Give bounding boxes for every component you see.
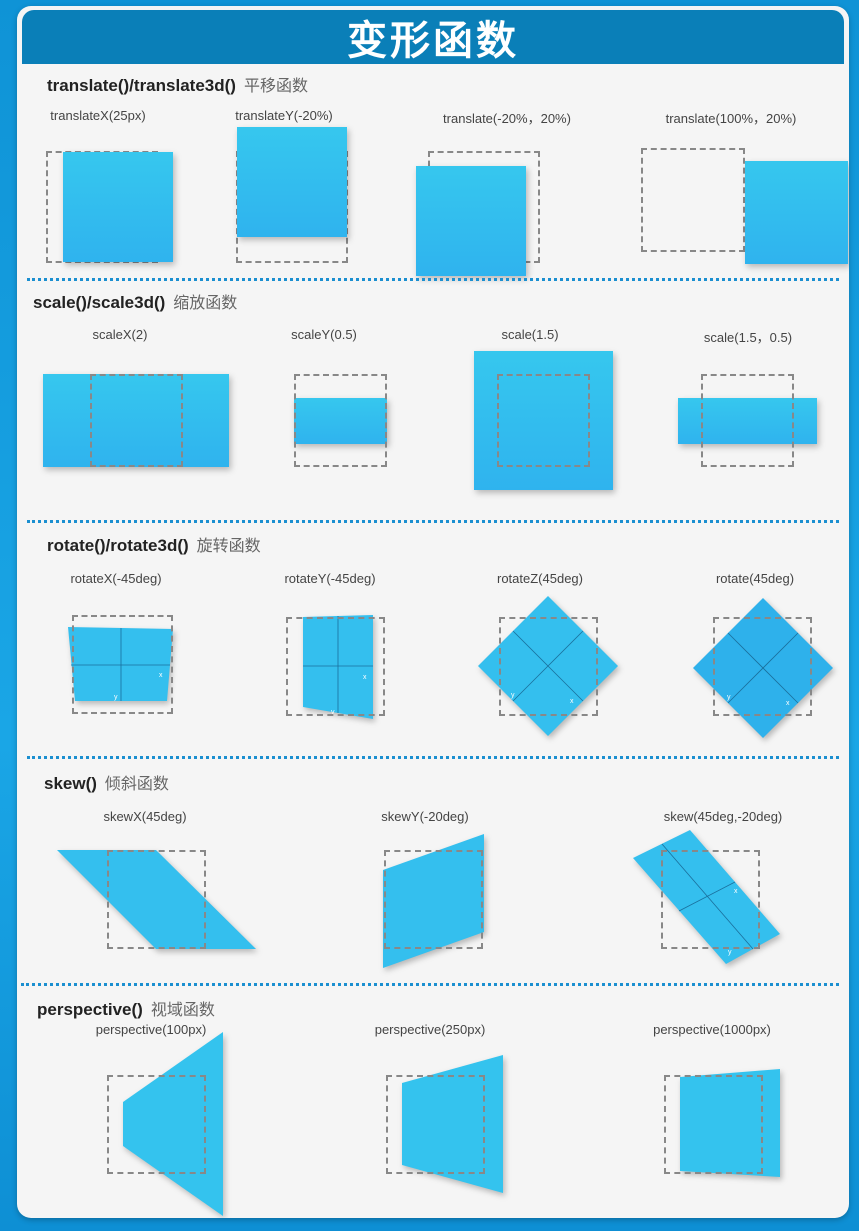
axis-label: y	[331, 709, 335, 716]
transformed-box	[745, 161, 848, 264]
example-label: scaleX(2)	[92, 327, 148, 342]
section-divider	[27, 520, 839, 523]
axis-label: x	[363, 674, 367, 681]
example-label: rotateY(-45deg)	[284, 571, 376, 586]
original-box-outline	[384, 850, 483, 949]
perspective-250-shape	[402, 1055, 503, 1193]
section-cn: 旋转函数	[196, 536, 261, 555]
axis-label: x	[734, 888, 738, 895]
transformed-shape	[383, 834, 484, 968]
example-label: perspective(250px)	[374, 1022, 486, 1037]
transformed-box	[416, 166, 526, 276]
axis-line	[512, 630, 584, 702]
section-cn: 视域函数	[150, 1000, 215, 1019]
original-box-outline	[294, 374, 387, 467]
axis-line	[727, 632, 799, 704]
transformed-shape	[68, 627, 173, 701]
original-box-outline	[661, 850, 760, 949]
section-fn: scale()/scale3d()	[33, 293, 166, 312]
example-label: perspective(1000px)	[653, 1022, 771, 1037]
axis-line	[678, 881, 736, 912]
original-box-outline	[286, 617, 385, 716]
transformed-shape	[57, 850, 256, 949]
transformed-shape	[680, 1069, 780, 1177]
example-label: skewX(45deg)	[103, 809, 187, 824]
example-label: translate(-20%，20%)	[443, 111, 571, 126]
perspective-1000-shape	[680, 1069, 780, 1177]
original-box-outline	[713, 617, 812, 716]
axis-label: y	[728, 949, 732, 956]
original-box-outline	[497, 374, 590, 467]
transformed-box	[43, 374, 229, 467]
axis-label: y	[114, 694, 118, 701]
section-cn: 平移函数	[243, 76, 308, 95]
rotatey-shape: x y	[303, 615, 373, 719]
page-title: 变形函数	[347, 18, 519, 64]
original-box-outline	[499, 617, 598, 716]
section-cn: 倾斜函数	[104, 774, 169, 793]
transformed-shape	[123, 1032, 223, 1216]
original-box-outline	[90, 374, 183, 467]
section-divider	[21, 983, 839, 986]
section-title-perspective: perspective() 视域函数	[37, 996, 215, 1020]
skewy-shape	[383, 834, 484, 968]
section-cn: 缩放函数	[173, 293, 238, 312]
original-box-outline	[107, 850, 206, 949]
section-title-rotate: rotate()/rotate3d() 旋转函数	[47, 532, 261, 556]
original-box-outline	[386, 1075, 485, 1174]
perspective-100-shape	[123, 1032, 223, 1216]
example-label: skew(45deg,-20deg)	[663, 809, 783, 824]
example-label: translateX(25px)	[50, 108, 146, 123]
section-title-translate: translate()/translate3d() 平移函数	[47, 72, 308, 96]
example-label: perspective(100px)	[95, 1022, 207, 1037]
rotatez-shape: y x	[478, 596, 618, 736]
original-box-outline	[641, 148, 745, 252]
section-fn: rotate()/rotate3d()	[47, 536, 189, 555]
section-fn: perspective()	[37, 1000, 143, 1019]
transformed-shape	[402, 1055, 503, 1193]
skewx-shape	[57, 850, 256, 949]
axis-label: y	[511, 692, 515, 699]
example-label: translateY(-20%)	[235, 108, 333, 123]
section-title-scale: scale()/scale3d() 缩放函数	[33, 289, 237, 313]
section-title-skew: skew() 倾斜函数	[44, 770, 169, 794]
skew-shape: x y	[633, 830, 780, 964]
title-bar: 变形函数	[22, 10, 844, 64]
example-label: scale(1.5)	[501, 327, 559, 342]
example-label: skewY(-20deg)	[381, 809, 469, 824]
original-box-outline	[72, 615, 173, 714]
section-divider	[27, 756, 839, 759]
example-label: translate(100%，20%)	[665, 111, 797, 126]
original-box-outline	[664, 1075, 763, 1174]
example-label: rotate(45deg)	[715, 571, 795, 586]
original-box-outline	[107, 1075, 206, 1174]
axis-label: x	[159, 672, 163, 679]
transformed-box	[237, 127, 347, 237]
example-label: scale(1.5，0.5)	[703, 330, 793, 345]
axis-label: x	[570, 698, 574, 705]
original-box-outline	[701, 374, 794, 467]
axis-label: y	[727, 694, 731, 701]
axis-label: x	[786, 700, 790, 707]
rotate-shape: y x	[693, 598, 833, 738]
rotatex-shape: x y	[68, 627, 173, 701]
section-fn: skew()	[44, 774, 97, 793]
example-label: rotateZ(45deg)	[497, 571, 583, 586]
example-label: scaleY(0.5)	[291, 327, 357, 342]
example-label: rotateX(-45deg)	[70, 571, 162, 586]
transformed-box	[63, 152, 173, 262]
card: 变形函数 translate()/translate3d() 平移函数 trans…	[17, 6, 849, 1218]
section-divider	[27, 278, 839, 281]
transformed-box	[294, 398, 387, 444]
section-fn: translate()/translate3d()	[47, 76, 236, 95]
